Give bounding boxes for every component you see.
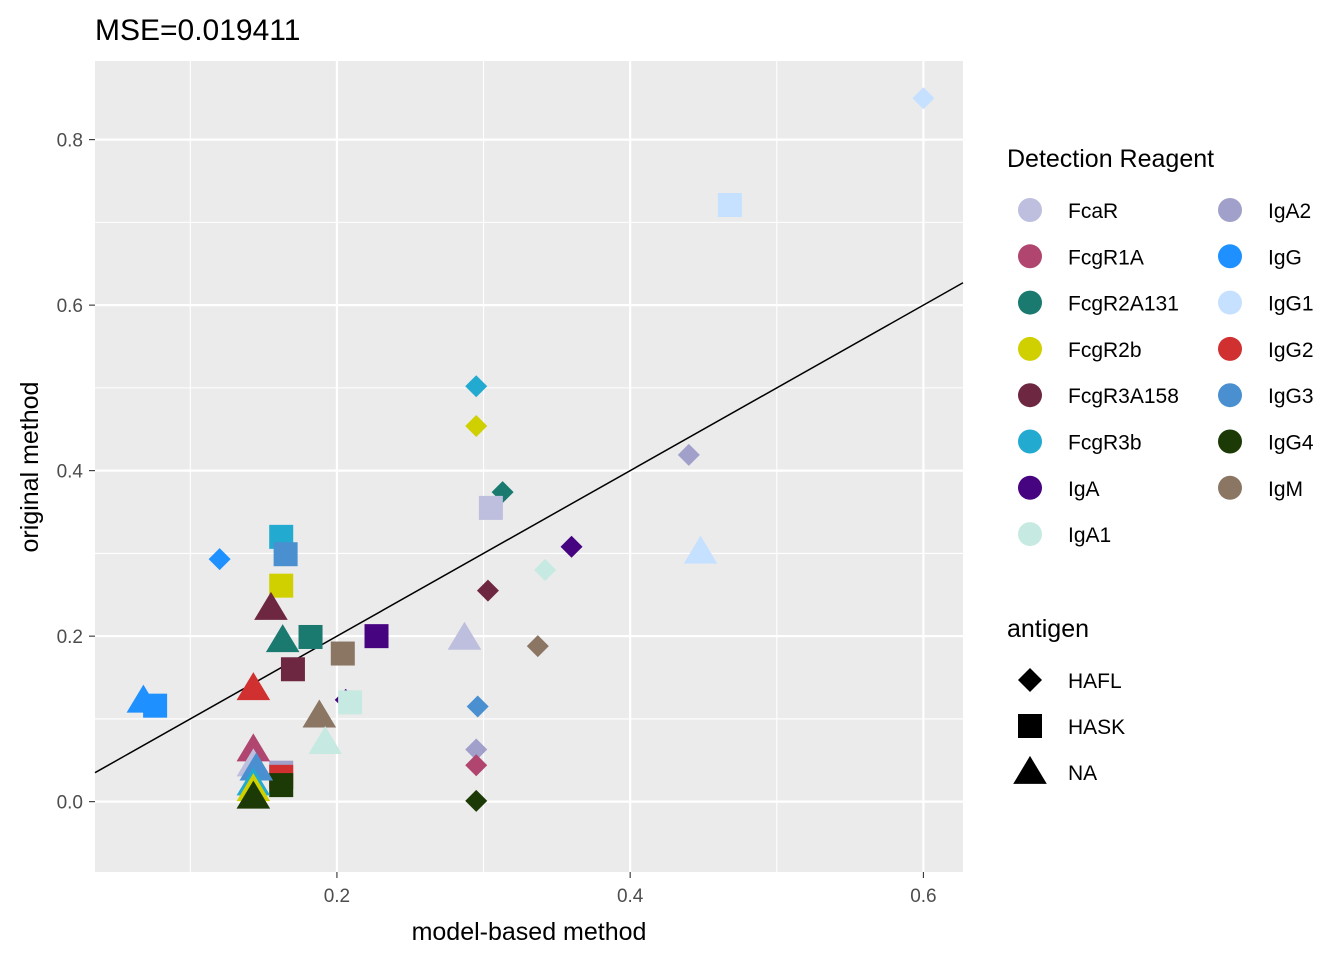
data-point	[273, 542, 298, 567]
data-point	[478, 495, 503, 520]
legend-key-circle	[1218, 336, 1242, 361]
legend-label: FcgR2b	[1068, 339, 1142, 362]
data-point	[298, 624, 323, 649]
plot-panel	[95, 61, 963, 872]
y-axis-title: original method	[16, 382, 44, 553]
legend-label: HAFL	[1068, 670, 1122, 693]
y-tick-label: 0.8	[57, 131, 83, 152]
data-point	[330, 641, 355, 666]
y-tick-label: 0.2	[57, 627, 83, 648]
data-point	[280, 657, 305, 682]
data-point	[466, 695, 489, 718]
legend-label: NA	[1068, 762, 1097, 785]
legend-label: IgG4	[1268, 432, 1314, 455]
legend-label: IgG	[1268, 246, 1302, 269]
legend-key-circle	[1218, 475, 1242, 500]
legend-key-circle	[1218, 383, 1242, 408]
data-point	[236, 672, 271, 701]
data-point	[465, 375, 488, 398]
legend-key-circle	[1018, 475, 1042, 500]
legend-label: FcgR1A	[1068, 246, 1144, 269]
legend-label: IgA	[1068, 478, 1100, 501]
legend-label: FcgR3A158	[1068, 385, 1179, 408]
data-point	[534, 558, 557, 581]
x-tick-label: 0.4	[617, 886, 644, 907]
data-point	[364, 624, 389, 649]
data-point	[683, 535, 718, 564]
legend-key-circle	[1018, 522, 1042, 547]
data-point	[265, 624, 300, 653]
legend-label: IgG3	[1268, 385, 1314, 408]
legend-key-circle	[1018, 198, 1042, 222]
data-point	[236, 733, 271, 762]
reference-line	[94, 282, 964, 774]
legend-key-circle	[1218, 290, 1242, 315]
legend-label: IgA1	[1068, 524, 1111, 547]
legend-key-shape	[1018, 668, 1042, 692]
data-point	[465, 754, 488, 777]
data-point	[208, 548, 231, 571]
shape-legend: HAFL HASK NA	[1013, 668, 1125, 785]
legend-key-shape	[1013, 755, 1047, 784]
color-legend: FcaR FcgR1A FcgR2A131 FcgR2b FcgR3A158 FcgR3b…	[1018, 198, 1314, 547]
legend-label: IgG1	[1268, 293, 1314, 316]
legend-label: FcaR	[1068, 200, 1118, 223]
data-point	[447, 621, 482, 650]
data-point	[465, 789, 488, 812]
x-axis-title: model-based method	[412, 918, 647, 946]
y-tick-label: 0.6	[57, 296, 83, 317]
data-point	[717, 192, 742, 217]
data-point	[476, 579, 499, 602]
data-points	[126, 87, 935, 812]
data-point	[239, 752, 274, 781]
data-point	[269, 773, 294, 798]
grid-major	[95, 61, 963, 872]
legend-label: IgA2	[1268, 200, 1311, 223]
color-legend-title: Detection Reagent	[1007, 145, 1214, 173]
data-point	[236, 780, 271, 809]
data-point	[269, 573, 294, 598]
legend-key-circle	[1018, 429, 1042, 454]
x-axis-ticks: 0.2 0.4 0.6	[324, 872, 937, 907]
data-point	[302, 699, 337, 728]
data-point	[677, 443, 700, 466]
y-tick-label: 0.0	[57, 793, 83, 814]
legend-label: IgM	[1268, 478, 1303, 501]
legend-label: HASK	[1068, 716, 1125, 739]
data-point	[308, 725, 342, 754]
grid-minor	[95, 61, 963, 872]
data-point	[912, 87, 935, 110]
legend-key-circle	[1018, 336, 1042, 361]
y-tick-label: 0.4	[57, 462, 84, 483]
legend-key-circle	[1018, 290, 1042, 315]
data-point	[338, 690, 363, 715]
data-point	[465, 414, 488, 437]
data-point	[126, 684, 161, 713]
legend-label: FcgR2A131	[1068, 293, 1179, 316]
x-tick-label: 0.6	[910, 886, 936, 907]
legend-key-circle	[1018, 244, 1042, 269]
legend-label: FcgR3b	[1068, 432, 1142, 455]
data-point	[526, 635, 549, 658]
legend-key-circle	[1218, 198, 1242, 222]
data-point	[254, 591, 288, 620]
chart-title: MSE=0.019411	[95, 14, 300, 47]
legend-key-circle	[1218, 244, 1242, 269]
y-axis-ticks: 0.0 0.2 0.4 0.6 0.8	[57, 131, 95, 814]
data-point	[560, 535, 583, 558]
data-point	[465, 738, 488, 761]
legend-key-circle	[1218, 429, 1242, 454]
legend-label: IgG2	[1268, 339, 1314, 362]
x-tick-label: 0.2	[324, 886, 350, 907]
legend-key-shape	[1018, 714, 1042, 738]
shape-legend-title: antigen	[1007, 615, 1089, 643]
reference-line-group	[94, 282, 964, 774]
legend-key-circle	[1018, 383, 1042, 408]
